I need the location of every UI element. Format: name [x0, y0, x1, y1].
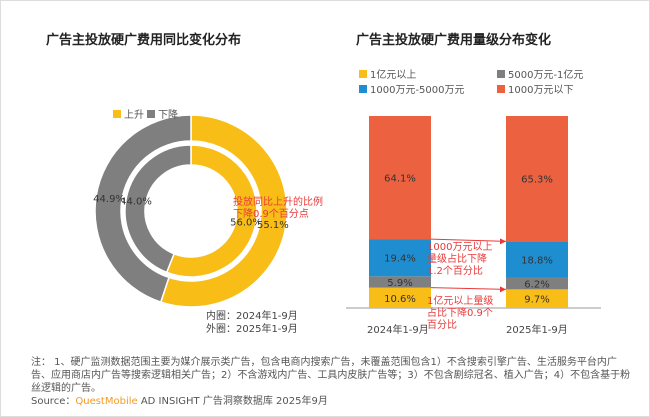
legend-series-0: 1亿元以上 — [359, 66, 416, 81]
legend-series-2-label: 1000万元-5000万元 — [370, 85, 465, 96]
bar-segment — [506, 241, 568, 278]
x-tick-1: 2025年1-9月 — [506, 325, 568, 336]
source-line: Source：QuestMobile AD INSIGHT 广告洞察数据库 20… — [31, 395, 631, 408]
bar-annotation-1: 1000万元以上量级占比下降1.2个百分比 — [427, 242, 493, 277]
donut-slice-outer-1 — [94, 114, 192, 304]
bar-value-label: 18.8% — [521, 255, 553, 266]
right-chart-title: 广告主投放硬广费用量级分布变化 — [356, 33, 552, 48]
donut-slice-outer-0 — [159, 114, 288, 308]
bar-segment — [506, 116, 568, 242]
bar-segment — [506, 289, 568, 308]
note-text: 注： 1、硬广监测数据范围主要为媒介展示类广告，包含电商内搜索广告，未覆盖范围包… — [31, 357, 631, 394]
legend-down: 下降 — [147, 106, 178, 121]
bar-segment — [369, 239, 431, 277]
source-prefix: Source： — [31, 396, 76, 407]
left-chart-title: 广告主投放硬广费用同比变化分布 — [46, 33, 242, 48]
arrowhead-icon — [500, 286, 506, 293]
legend-up: 上升 — [113, 106, 144, 121]
change-arrow — [430, 238, 507, 242]
donut-slice-inner-0 — [165, 144, 258, 278]
bar-value-label: 9.7% — [524, 295, 549, 306]
bar-value-label: 19.4% — [384, 254, 416, 265]
donut-annotation: 投放同比上升的比例下降0.9个百分点 — [233, 197, 323, 220]
bar-value-label: 6.2% — [524, 279, 549, 290]
donut-slice-inner-1 — [124, 144, 192, 274]
arrowhead-icon — [500, 238, 506, 245]
donut-label: 44.9% — [93, 194, 125, 205]
source-brand: QuestMobile — [75, 396, 138, 407]
donut-label: 55.1% — [257, 220, 289, 231]
legend-series-1-label: 5000万元-1亿元 — [508, 70, 584, 81]
bar-segment — [369, 287, 431, 308]
legend-series-3: 1000万元以下 — [497, 81, 573, 96]
bar-value-label: 5.9% — [387, 278, 412, 289]
bar-segment — [369, 116, 431, 240]
inner-ring-label: 内圈：2024年1-9月 — [206, 311, 298, 322]
bar-segment — [506, 277, 568, 290]
change-arrow — [430, 287, 507, 290]
bar-value-label: 64.1% — [384, 174, 416, 185]
legend-down-label: 下降 — [158, 110, 178, 121]
footnote: 注： 1、硬广监测数据范围主要为媒介展示类广告，包含电商内搜索广告，未覆盖范围包… — [31, 356, 631, 408]
donut-label: 44.0% — [120, 197, 152, 208]
source-rest: AD INSIGHT 广告洞察数据库 2025年9月 — [137, 396, 328, 407]
outer-ring-label: 外圈：2025年1-9月 — [206, 324, 298, 335]
bar-segment — [369, 276, 431, 288]
legend-series-2: 1000万元-5000万元 — [359, 81, 465, 96]
x-tick-0: 2024年1-9月 — [367, 325, 429, 336]
legend-up-label: 上升 — [124, 110, 144, 121]
donut-label: 56.0% — [230, 217, 262, 228]
legend-series-1: 5000万元-1亿元 — [497, 66, 583, 81]
bar-value-label: 10.6% — [384, 294, 416, 305]
legend-series-3-label: 1000万元以下 — [508, 85, 574, 96]
bar-value-label: 65.3% — [521, 175, 553, 186]
bar-annotation-2: 1亿元以上量级占比下降0.9个百分比 — [427, 296, 494, 331]
legend-series-0-label: 1亿元以上 — [370, 70, 417, 81]
